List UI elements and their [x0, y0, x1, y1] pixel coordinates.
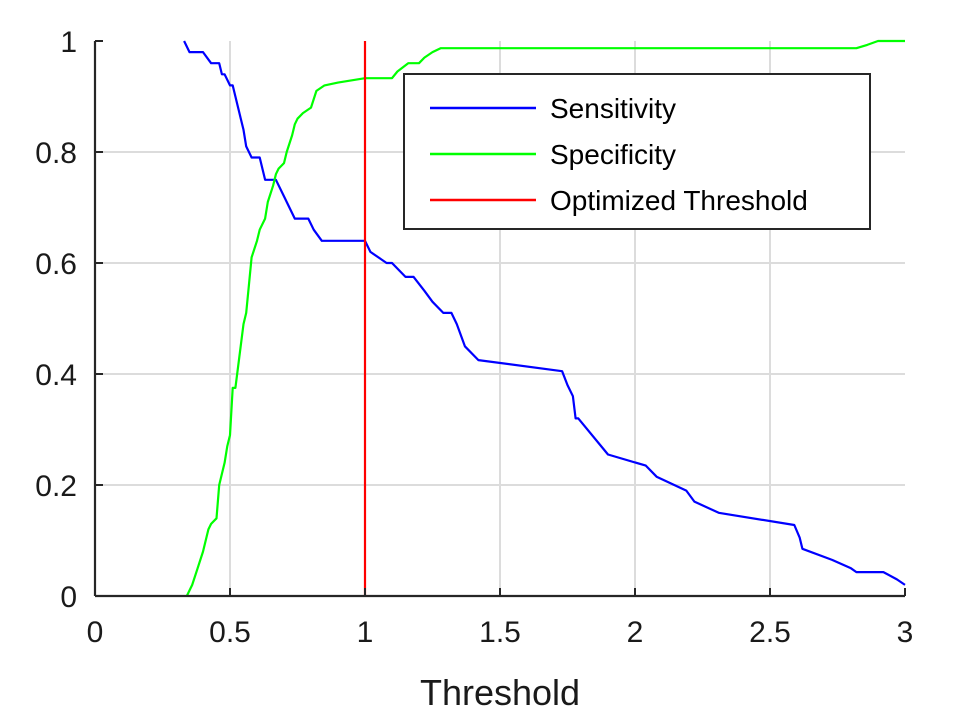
x-tick-label-1: 0.5: [209, 616, 251, 649]
y-tick-label-1: 0.2: [35, 470, 77, 503]
series-line-sensitivity: [183, 40, 906, 586]
x-tick-label-5: 2.5: [749, 616, 791, 649]
x-tick-label-3: 1.5: [479, 616, 521, 649]
x-tick-label-0: 0: [87, 616, 104, 649]
legend-label-sensitivity: Sensitivity: [550, 93, 676, 124]
legend: Sensitivity Specificity Optimized Threshol…: [403, 73, 871, 230]
y-tick-label-0: 0: [60, 581, 77, 614]
legend-box: [403, 73, 871, 230]
y-tick-label-5: 1: [60, 26, 77, 59]
x-tick-label-6: 3: [897, 616, 914, 649]
series-lines: [183, 39, 906, 597]
legend-label-optimized-threshold: Optimized Threshold: [550, 185, 808, 216]
axes-frame: [93, 40, 906, 598]
x-axis-title: Threshold: [420, 672, 580, 713]
x-tick-label-4: 2: [627, 616, 644, 649]
y-tick-label-2: 0.4: [35, 359, 77, 392]
y-tick-label-4: 0.8: [35, 137, 77, 170]
tick-labels: 0 0.5 1 1.5 2 2.5 3 0 0.2 0.4 0.6 0.8 1: [35, 26, 913, 649]
x-tick-label-2: 1: [357, 616, 374, 649]
y-tick-label-3: 0.6: [35, 248, 77, 281]
legend-label-specificity: Specificity: [550, 139, 676, 170]
series-line-specificity: [185, 39, 905, 597]
